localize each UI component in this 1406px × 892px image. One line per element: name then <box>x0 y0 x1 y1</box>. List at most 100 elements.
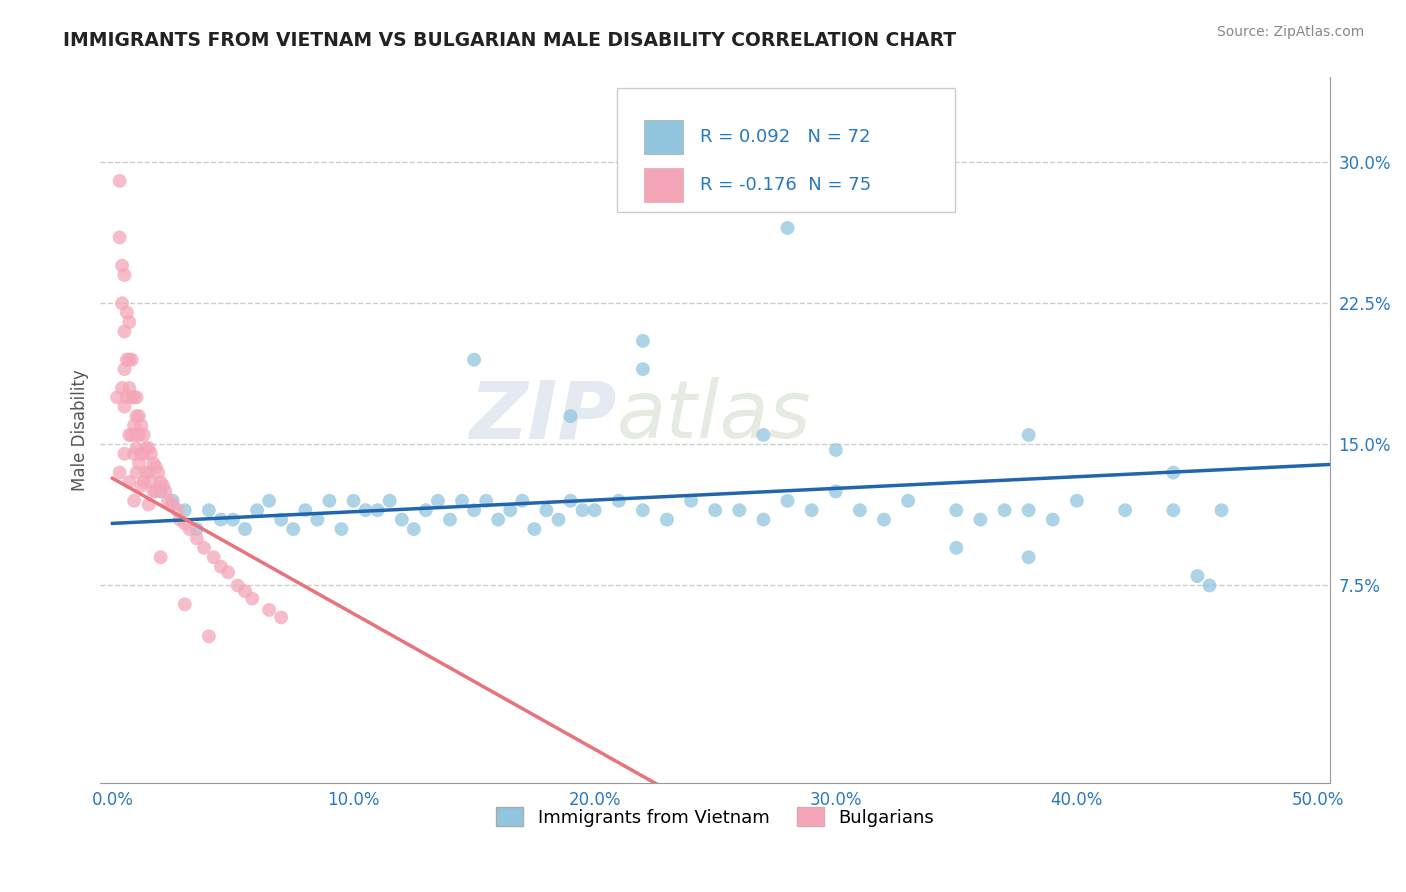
Point <box>849 503 872 517</box>
Legend: Immigrants from Vietnam, Bulgarians: Immigrants from Vietnam, Bulgarians <box>489 800 941 834</box>
Point <box>583 503 606 517</box>
Point <box>993 503 1015 517</box>
Point <box>246 503 269 517</box>
Point <box>631 503 654 517</box>
Point <box>121 428 143 442</box>
Point <box>704 503 727 517</box>
Point <box>114 400 136 414</box>
Point <box>142 456 165 470</box>
Point <box>118 475 141 489</box>
Point <box>118 381 141 395</box>
Point <box>800 503 823 517</box>
Point <box>728 503 751 517</box>
Point <box>145 484 167 499</box>
Point <box>1066 493 1088 508</box>
Point <box>330 522 353 536</box>
Point <box>169 513 191 527</box>
Point <box>108 466 131 480</box>
Point <box>217 566 239 580</box>
Point <box>138 466 160 480</box>
Point <box>607 493 630 508</box>
Point <box>186 532 208 546</box>
Point <box>138 498 160 512</box>
Point <box>1018 428 1040 442</box>
Text: IMMIGRANTS FROM VIETNAM VS BULGARIAN MALE DISABILITY CORRELATION CHART: IMMIGRANTS FROM VIETNAM VS BULGARIAN MAL… <box>63 31 956 50</box>
Point <box>108 174 131 188</box>
Point <box>125 466 148 480</box>
Point <box>149 550 172 565</box>
Point <box>198 629 221 643</box>
Point <box>118 352 141 367</box>
Point <box>173 516 195 531</box>
Point <box>122 447 145 461</box>
Point <box>118 428 141 442</box>
Point <box>391 513 413 527</box>
Point <box>125 409 148 424</box>
Point <box>128 409 150 424</box>
Point <box>318 493 340 508</box>
Point <box>439 513 461 527</box>
Point <box>354 503 377 517</box>
FancyBboxPatch shape <box>644 120 683 153</box>
Point <box>121 390 143 404</box>
Point <box>307 513 329 527</box>
Point <box>121 352 143 367</box>
Point <box>776 221 799 235</box>
Point <box>270 610 292 624</box>
Y-axis label: Male Disability: Male Disability <box>72 369 89 491</box>
Point <box>897 493 920 508</box>
Point <box>152 479 174 493</box>
Point <box>125 441 148 455</box>
Point <box>125 428 148 442</box>
Point <box>499 503 522 517</box>
Point <box>415 503 437 517</box>
Point <box>402 522 425 536</box>
Point <box>139 475 162 489</box>
Point <box>132 447 155 461</box>
Point <box>122 390 145 404</box>
Point <box>125 390 148 404</box>
Point <box>122 493 145 508</box>
Point <box>1163 503 1185 517</box>
Point <box>1018 503 1040 517</box>
Point <box>111 259 134 273</box>
FancyBboxPatch shape <box>644 168 683 202</box>
Point <box>969 513 991 527</box>
Point <box>463 352 485 367</box>
Point <box>270 513 292 527</box>
Point <box>752 513 775 527</box>
Point <box>367 503 389 517</box>
Point <box>240 591 263 606</box>
Point <box>560 493 582 508</box>
Point <box>378 493 401 508</box>
Point <box>536 503 558 517</box>
Point <box>510 493 533 508</box>
Point <box>132 428 155 442</box>
Point <box>114 447 136 461</box>
Point <box>752 428 775 442</box>
Text: atlas: atlas <box>617 377 811 455</box>
Point <box>631 362 654 376</box>
Point <box>523 522 546 536</box>
Point <box>547 513 569 527</box>
Point <box>1187 569 1209 583</box>
Point <box>776 493 799 508</box>
Point <box>186 522 208 536</box>
Point <box>193 541 215 555</box>
FancyBboxPatch shape <box>617 88 955 211</box>
Point <box>1198 578 1220 592</box>
Point <box>128 456 150 470</box>
Point <box>115 352 138 367</box>
Point <box>945 503 967 517</box>
Point <box>1163 466 1185 480</box>
Point <box>132 475 155 489</box>
Point <box>873 513 896 527</box>
Point <box>142 484 165 499</box>
Point <box>655 513 678 527</box>
Point <box>166 503 188 517</box>
Point <box>209 559 232 574</box>
Point <box>222 513 245 527</box>
Text: Source: ZipAtlas.com: Source: ZipAtlas.com <box>1216 25 1364 39</box>
Point <box>114 362 136 376</box>
Point <box>131 479 153 493</box>
